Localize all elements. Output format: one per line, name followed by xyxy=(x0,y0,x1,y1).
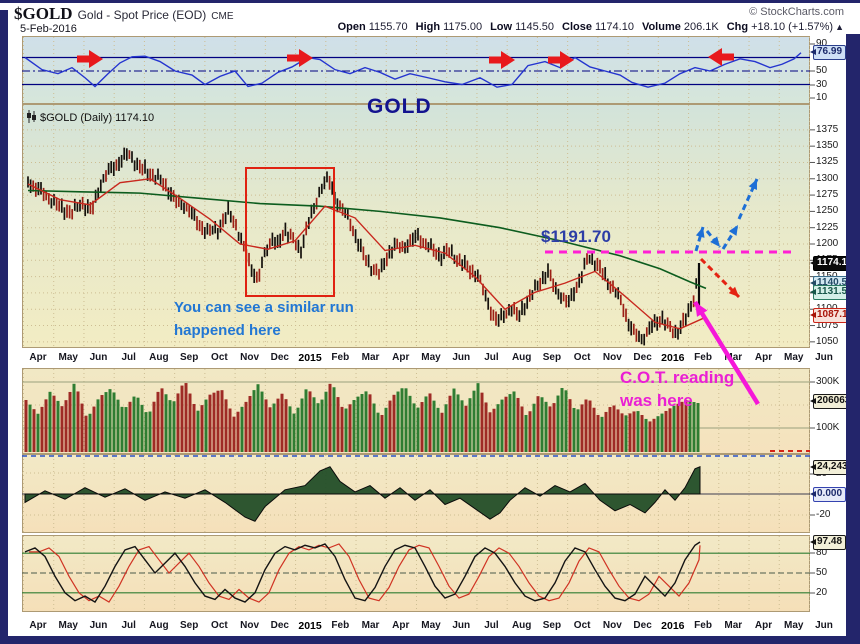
axis-month-label: Dec xyxy=(633,620,652,631)
chart-date: 5-Feb-2016 xyxy=(20,23,77,35)
axis-month-label: Apr xyxy=(29,352,47,363)
axis-month-label: Apr xyxy=(754,620,773,631)
axis-month-label: Oct xyxy=(573,352,591,363)
quote-row: Open 1155.70 High 1175.00 Low 1145.50 Close 117… xyxy=(330,21,844,33)
quote-value: 1145.50 xyxy=(515,21,555,33)
axis-year-label: 2016 xyxy=(661,352,685,364)
date-axis-lower: Apr May Jun Jul Aug Sep Oct Nov Dec 2015 Feb Mar Apr… xyxy=(0,618,860,634)
axis-year-label: 2015 xyxy=(298,620,322,632)
axis-year-label: 2016 xyxy=(661,620,685,632)
axis-month-label: Jun xyxy=(452,352,471,363)
axis-month-label: Jun xyxy=(815,352,833,363)
series-label: $GOLD (Daily) 1174.10 xyxy=(26,110,154,124)
axis-month-label: Jun xyxy=(452,620,471,631)
axis-month-label: Jun xyxy=(815,620,833,631)
axis-month-label: Sep xyxy=(542,352,562,363)
axis-month-label: Aug xyxy=(149,352,169,363)
axis-month-label: Dec xyxy=(633,352,652,363)
axis-month-label: Aug xyxy=(149,620,169,631)
page-border-left xyxy=(0,10,8,636)
quote-label: Close xyxy=(562,21,592,33)
axis-month-label: Mar xyxy=(724,352,743,363)
ticker-symbol: $GOLD xyxy=(14,4,73,23)
axis-month-label: Aug xyxy=(511,620,532,631)
axis-month-label: Jul xyxy=(121,620,136,631)
axis-month-label: May xyxy=(784,352,804,363)
axis-month-label: Jun xyxy=(89,352,108,363)
ticker-exchange: CME xyxy=(211,11,234,22)
quote-value: 1175.00 xyxy=(443,21,483,33)
page-border-right xyxy=(846,34,860,636)
left-arrow-icon xyxy=(708,48,734,66)
axis-month-label: Feb xyxy=(331,620,350,631)
axis-month-label: Apr xyxy=(29,620,47,631)
quote-value: 206.1K xyxy=(683,21,719,33)
axis-month-label: Jun xyxy=(89,620,108,631)
axis-month-label: Dec xyxy=(270,620,290,631)
axis-month-label: Sep xyxy=(179,620,199,631)
axis-month-label: Nov xyxy=(240,620,260,631)
axis-month-label: May xyxy=(58,620,78,631)
axis-month-label: Sep xyxy=(542,620,562,631)
gold-annotation: GOLD xyxy=(367,95,432,118)
axis-month-label: Feb xyxy=(694,352,712,363)
axis-month-label: Mar xyxy=(361,620,380,631)
axis-month-label: May xyxy=(421,620,441,631)
axis-month-label: Dec xyxy=(270,352,290,363)
axis-month-label: Oct xyxy=(211,352,228,363)
quote-value: 1174.10 xyxy=(594,21,634,33)
axis-month-label: Jul xyxy=(121,352,136,363)
axis-month-label: Mar xyxy=(724,620,743,631)
axis-month-label: Nov xyxy=(602,352,622,363)
ticker-description: Gold - Spot Price (EOD) xyxy=(77,8,207,22)
candlestick-icon xyxy=(27,110,36,123)
axis-month-label: May xyxy=(784,620,804,631)
page-border-top xyxy=(0,0,860,3)
cot-line1: C.O.T. reading xyxy=(620,368,735,387)
axis-month-label: Feb xyxy=(331,352,350,363)
page-border-bottom xyxy=(0,636,860,644)
right-arrow-icon xyxy=(287,49,313,67)
series-label-text: $GOLD (Daily) 1174.10 xyxy=(40,112,155,124)
similar-run-line1: You can see a similar run xyxy=(174,299,354,316)
axis-month-label: Apr xyxy=(392,352,410,363)
axis-month-label: Jul xyxy=(484,620,499,631)
cot-line2: was here xyxy=(620,391,693,410)
quote-label: Chg xyxy=(726,21,749,33)
right-arrow-icon xyxy=(77,50,103,68)
axis-month-label: Apr xyxy=(392,620,410,631)
axis-month-label: Oct xyxy=(573,620,591,631)
axis-month-label: Feb xyxy=(694,620,712,631)
axis-year-label: 2015 xyxy=(298,352,322,364)
similar-run-annotation: You can see a similar run happened here xyxy=(174,296,354,342)
quote-value: 1155.70 xyxy=(368,21,408,33)
axis-month-label: Sep xyxy=(179,352,199,363)
axis-month-label: Oct xyxy=(211,620,228,631)
chart-header: $GOLD Gold - Spot Price (EOD) CME 5-Feb-20… xyxy=(14,4,846,35)
axis-month-label: May xyxy=(421,352,441,363)
quote-value: +18.10 (+1.57%) xyxy=(751,21,834,33)
change-up-icon: ▲ xyxy=(835,22,844,32)
quote-label: Open xyxy=(337,21,366,33)
quote-label: Volume xyxy=(641,21,681,33)
axis-month-label: May xyxy=(58,352,78,363)
copyright: © StockCharts.com xyxy=(749,6,844,18)
axis-month-label: Mar xyxy=(361,352,380,363)
quote-label: High xyxy=(415,21,441,33)
axis-month-label: Apr xyxy=(754,352,773,363)
quote-label: Low xyxy=(490,21,513,33)
axis-month-label: Nov xyxy=(240,352,260,363)
axis-month-label: Jul xyxy=(484,352,499,363)
cot-annotation: C.O.T. reading was here xyxy=(620,366,734,412)
axis-month-label: Aug xyxy=(511,352,532,363)
right-arrow-icon xyxy=(489,51,515,69)
right-arrow-icon xyxy=(548,51,574,69)
date-axis-upper: Apr May Jun Jul Aug Sep Oct Nov Dec 2015 Feb Mar Apr… xyxy=(0,350,860,366)
price-level-annotation: $1191.70 xyxy=(541,227,611,246)
axis-month-label: Nov xyxy=(602,620,622,631)
similar-run-line2: happened here xyxy=(174,322,281,339)
